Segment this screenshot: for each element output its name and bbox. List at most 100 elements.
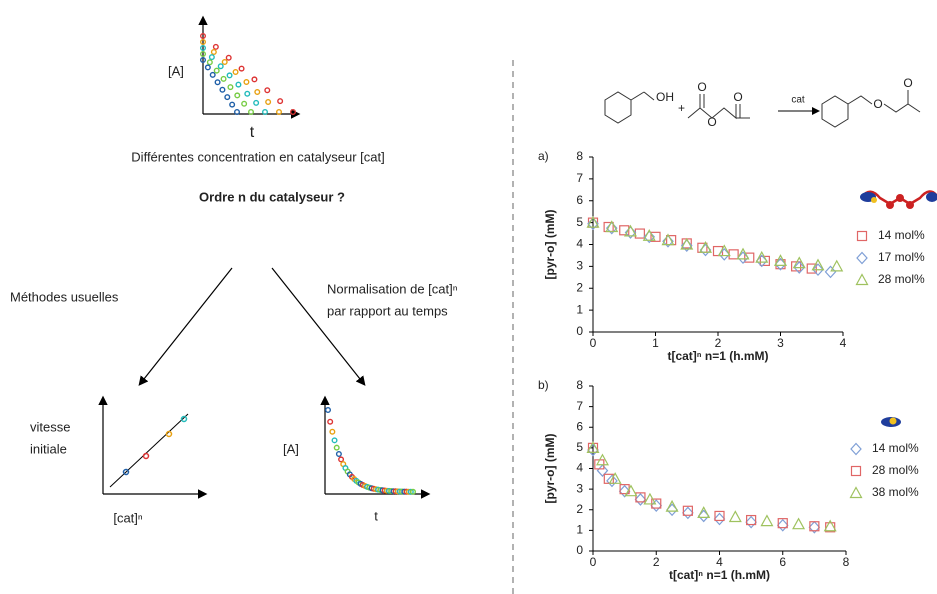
chart: a) 0 1 2 3 4 5 6 7 8 0 1 2 3 4 t[cat]ⁿ n=1 (h.mM) [pyr-o… xyxy=(538,149,925,363)
atom-label: O xyxy=(707,115,716,129)
panel-label: b) xyxy=(538,378,549,392)
decay-schematic xyxy=(198,15,301,119)
schematic-dot xyxy=(329,428,336,435)
schematic-dot xyxy=(290,108,297,115)
reaction-scheme xyxy=(604,90,921,128)
legend-marker xyxy=(850,442,862,456)
x-tick-label: 6 xyxy=(779,555,786,569)
data-point xyxy=(792,256,806,269)
panel-label: a) xyxy=(538,149,549,163)
y-tick-label: 4 xyxy=(576,461,583,475)
y-tick-label: 1 xyxy=(576,523,583,537)
schematic-dot xyxy=(265,98,272,105)
schematic-dot xyxy=(244,90,251,97)
data-point xyxy=(586,215,600,228)
schematic-dot xyxy=(410,488,417,495)
caption: Différentes concentration en catalyseur … xyxy=(131,149,384,164)
schematic-dot xyxy=(234,92,241,99)
x-tick-label: 4 xyxy=(716,555,723,569)
data-point xyxy=(643,492,657,505)
y-tick-label: 3 xyxy=(576,259,583,273)
data-point xyxy=(623,224,638,237)
axis-label: t xyxy=(374,508,378,523)
schematic-dot xyxy=(276,108,283,115)
y-tick-label: 6 xyxy=(576,193,583,207)
data-point xyxy=(661,233,675,246)
data-point xyxy=(608,472,622,484)
schematic-dot xyxy=(235,81,242,88)
atom-label: O xyxy=(873,97,882,111)
legend-label: 14 mol% xyxy=(878,228,925,242)
data-point xyxy=(812,263,824,277)
data-point xyxy=(830,259,844,272)
data-point xyxy=(680,239,693,252)
data-point xyxy=(728,249,739,260)
schematic-dot xyxy=(229,101,236,108)
data-point xyxy=(773,254,788,267)
legend-label: 14 mol% xyxy=(872,441,919,455)
legend-marker xyxy=(850,465,862,477)
schematic-dot xyxy=(243,78,250,85)
data-point xyxy=(713,512,726,526)
y-tick-label: 6 xyxy=(576,419,583,433)
data-point xyxy=(650,499,663,513)
axis-label: [A] xyxy=(283,441,299,456)
branch-label: par rapport au temps xyxy=(327,303,448,318)
data-point xyxy=(606,474,618,488)
schematic-dot xyxy=(333,444,340,451)
data-point xyxy=(806,263,817,274)
data-point xyxy=(755,250,769,263)
x-tick-label: 1 xyxy=(652,336,659,350)
data-point xyxy=(595,453,610,466)
legend-label: 28 mol% xyxy=(872,463,919,477)
schematic-dot xyxy=(224,94,231,101)
schematic-dot xyxy=(199,45,206,52)
schematic-dot xyxy=(277,98,284,105)
data-point xyxy=(662,234,674,248)
schematic-dot xyxy=(208,54,215,61)
data-point xyxy=(698,241,713,253)
y-axis-label: [pyr-o] (mM) xyxy=(543,434,557,504)
data-point xyxy=(603,473,614,484)
atom-label: O xyxy=(733,90,742,104)
data-point xyxy=(697,509,710,523)
schematic-dot xyxy=(226,72,233,79)
data-point xyxy=(634,228,645,239)
x-axis-label: t[cat]ⁿ n=1 (h.mM) xyxy=(669,568,770,582)
schematic-dot xyxy=(331,437,338,444)
data-point xyxy=(746,514,757,526)
data-point xyxy=(634,493,647,506)
data-point xyxy=(587,217,599,231)
schematic-dot xyxy=(221,59,228,66)
schematic-dot xyxy=(210,49,217,56)
axis-label: initiale xyxy=(30,441,67,456)
data-point xyxy=(759,255,770,267)
schematic-dot xyxy=(214,79,221,86)
atom-label: O xyxy=(903,76,912,90)
legend-marker xyxy=(855,273,869,286)
y-tick-label: 8 xyxy=(576,149,583,163)
schematic-dot xyxy=(199,51,206,58)
y-tick-label: 3 xyxy=(576,481,583,495)
data-point xyxy=(682,506,694,520)
data-point xyxy=(714,510,725,522)
x-tick-label: 0 xyxy=(590,336,597,350)
data-point xyxy=(737,251,749,265)
data-point xyxy=(808,520,821,534)
legend-marker xyxy=(856,251,868,265)
data-point xyxy=(825,522,836,533)
catalyst-icon xyxy=(881,417,901,427)
schematic-dot xyxy=(253,99,260,106)
axis-label: [A] xyxy=(168,63,184,78)
schematic-dot xyxy=(327,418,334,425)
schematic-dot xyxy=(199,39,206,46)
data-point xyxy=(586,441,600,453)
data-point xyxy=(776,518,789,532)
axis-label: vitesse xyxy=(30,419,70,434)
y-tick-label: 0 xyxy=(576,324,583,338)
schematic-dot xyxy=(209,71,216,78)
atom-label: OH xyxy=(656,90,674,104)
arrow xyxy=(138,267,233,386)
axis-label: t xyxy=(250,124,255,141)
schematic-dot xyxy=(264,87,271,94)
